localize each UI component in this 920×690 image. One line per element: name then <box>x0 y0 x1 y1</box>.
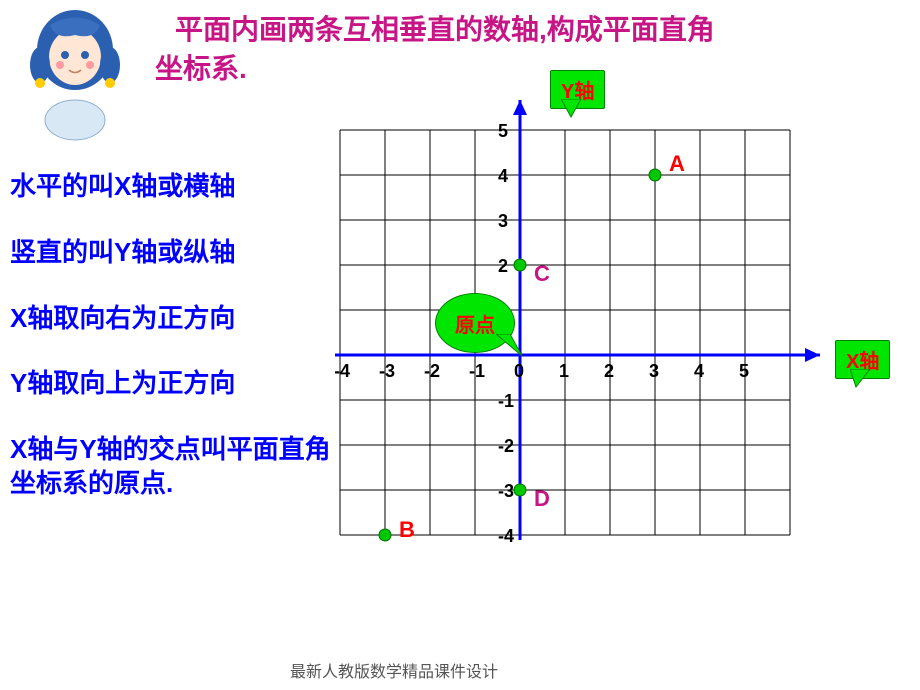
svg-text:5: 5 <box>498 121 508 141</box>
svg-text:-3: -3 <box>379 361 395 381</box>
x-axis-callout: X轴 <box>835 340 890 379</box>
svg-text:B: B <box>399 517 415 542</box>
svg-text:D: D <box>534 486 550 511</box>
avatar-image <box>15 5 135 145</box>
svg-text:-4: -4 <box>498 526 514 546</box>
svg-text:0: 0 <box>514 361 524 381</box>
bullet-item: 水平的叫X轴或横轴 <box>10 170 340 204</box>
chart-svg: -4-3-2-1012345-4-3-2-112345ABCD <box>335 100 910 655</box>
coordinate-chart: -4-3-2-1012345-4-3-2-112345ABCD Y轴 X轴 原点 <box>335 100 910 655</box>
svg-text:-1: -1 <box>469 361 485 381</box>
page-title: 平面内画两条互相垂直的数轴,构成平面直角 坐标系. <box>175 10 895 88</box>
y-axis-callout: Y轴 <box>550 70 605 109</box>
origin-callout: 原点 <box>435 293 515 353</box>
title-line1: 平面内画两条互相垂直的数轴,构成平面直角 <box>175 14 715 45</box>
svg-text:-3: -3 <box>498 481 514 501</box>
svg-text:2: 2 <box>498 256 508 276</box>
svg-text:4: 4 <box>498 166 508 186</box>
bullet-item: X轴取向右为正方向 <box>10 302 340 336</box>
svg-text:-1: -1 <box>498 391 514 411</box>
bullet-item: 竖直的叫Y轴或纵轴 <box>10 236 340 270</box>
svg-text:4: 4 <box>694 361 704 381</box>
svg-text:3: 3 <box>498 211 508 231</box>
origin-label: 原点 <box>455 309 495 338</box>
svg-text:-2: -2 <box>424 361 440 381</box>
svg-text:-4: -4 <box>335 361 350 381</box>
svg-text:1: 1 <box>559 361 569 381</box>
svg-text:3: 3 <box>649 361 659 381</box>
bullet-item: Y轴取向上为正方向 <box>10 367 340 401</box>
footer-text: 最新人教版数学精品课件设计 <box>290 658 498 682</box>
bullet-item: X轴与Y轴的交点叫平面直角坐标系的原点. <box>10 433 340 501</box>
svg-text:C: C <box>534 261 550 286</box>
title-line2: 坐标系. <box>155 53 247 84</box>
svg-text:2: 2 <box>604 361 614 381</box>
svg-text:5: 5 <box>739 361 749 381</box>
svg-text:A: A <box>669 151 685 176</box>
svg-text:-2: -2 <box>498 436 514 456</box>
bullet-list: 水平的叫X轴或横轴 竖直的叫Y轴或纵轴 X轴取向右为正方向 Y轴取向上为正方向 … <box>10 170 340 533</box>
